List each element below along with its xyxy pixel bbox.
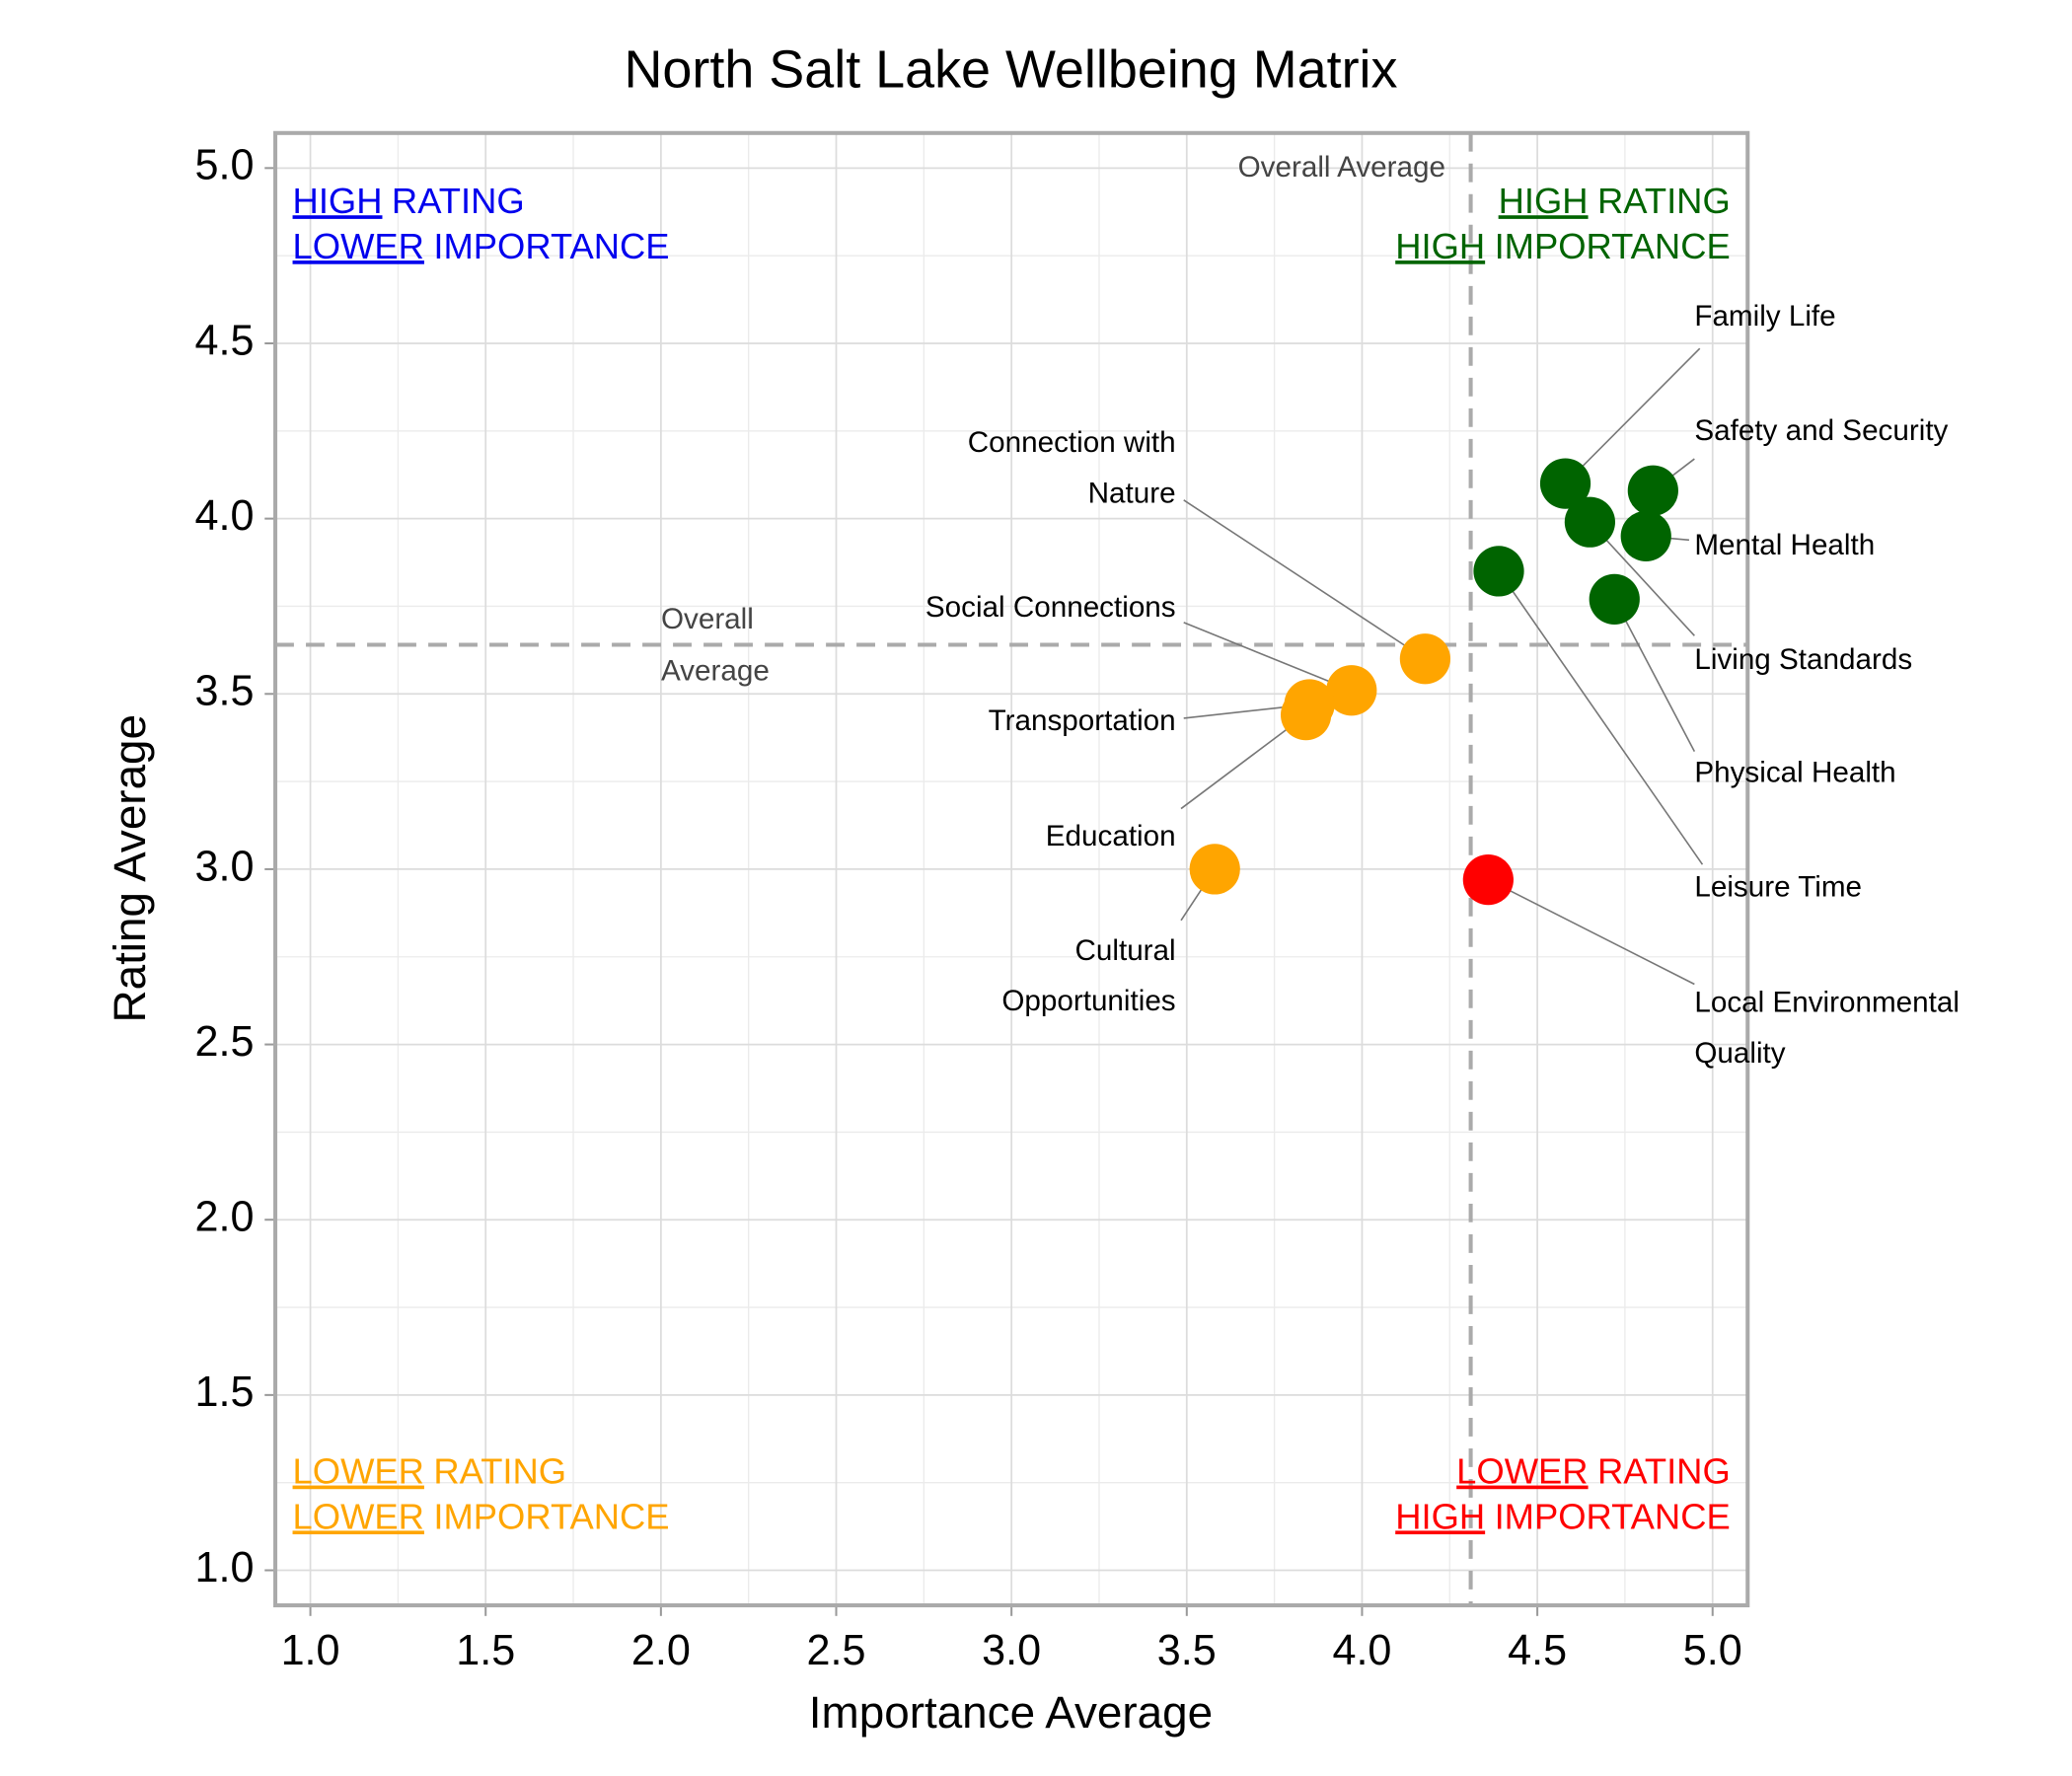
y-tick-label: 5.0 — [195, 142, 255, 189]
y-tick-label: 2.0 — [195, 1194, 255, 1241]
x-tick-label: 4.0 — [1332, 1627, 1391, 1674]
leader-line — [1613, 598, 1696, 752]
leader-line — [1180, 713, 1307, 810]
quadrant-key-word: LOWER — [293, 226, 424, 266]
x-tick-label: 4.5 — [1508, 1627, 1567, 1674]
y-tick-label: 4.0 — [195, 492, 255, 540]
chart-body: North Salt Lake Wellbeing Matrix Importa… — [105, 39, 1960, 1738]
y-tick-label: 3.0 — [195, 843, 255, 890]
y-tick-label: 1.5 — [195, 1369, 255, 1416]
leader-line — [1589, 521, 1695, 636]
point-label: Family Life — [1694, 300, 1835, 333]
point-label: Cultural — [1074, 934, 1175, 967]
point-label: Education — [1046, 820, 1176, 852]
y-tick-label: 4.5 — [195, 317, 255, 364]
quadrant-word: RATING — [1597, 1450, 1731, 1491]
point — [1539, 458, 1591, 509]
quadrant-key-word: HIGH — [1395, 226, 1485, 266]
x-tick-label: 1.0 — [281, 1627, 340, 1674]
average-label: Overall — [661, 603, 754, 635]
point — [1620, 510, 1671, 562]
quadrant-label: LOWER RATING — [1456, 1450, 1731, 1491]
leader-line — [1183, 499, 1426, 660]
y-tick-label: 2.5 — [195, 1018, 255, 1066]
quadrant-label: LOWER RATING — [293, 1450, 567, 1491]
quadrant-label: HIGH IMPORTANCE — [1395, 226, 1731, 266]
x-tick-label: 2.0 — [631, 1627, 691, 1674]
leader-line — [1183, 622, 1353, 692]
point — [1473, 546, 1524, 597]
point — [1399, 633, 1451, 685]
quadrant-label: HIGH IMPORTANCE — [1395, 1496, 1731, 1536]
leader-line — [1564, 347, 1701, 484]
point-label: Local Environmental — [1694, 987, 1960, 1019]
point-label: Transportation — [989, 704, 1176, 737]
quadrant-word: IMPORTANCE — [433, 226, 669, 266]
plot-frame — [273, 130, 1750, 1608]
chart-title: North Salt Lake Wellbeing Matrix — [624, 39, 1397, 99]
point-label: Leisure Time — [1694, 870, 1862, 903]
point-label: Quality — [1694, 1037, 1785, 1070]
point-label: Connection with — [968, 426, 1176, 459]
quadrant-word: IMPORTANCE — [1495, 226, 1731, 266]
average-label: Average — [661, 655, 770, 688]
point-label: Nature — [1088, 477, 1176, 509]
average-label: Overall Average — [1238, 151, 1445, 184]
point — [1627, 465, 1678, 516]
quadrant-key-word: HIGH — [1395, 1496, 1485, 1536]
quadrant-label: HIGH RATING — [1499, 181, 1731, 221]
leader-line — [1498, 570, 1704, 865]
y-axis-title: Rating Average — [105, 714, 155, 1023]
quadrant-key-word: LOWER — [293, 1450, 424, 1491]
point — [1326, 665, 1377, 716]
y-tick-label: 1.0 — [195, 1544, 255, 1591]
quadrant-label: HIGH RATING — [293, 181, 525, 221]
x-tick-label: 1.5 — [456, 1627, 515, 1674]
point — [1462, 853, 1514, 906]
x-tick-label: 3.5 — [1157, 1627, 1217, 1674]
point — [1280, 689, 1332, 741]
quadrant-key-word: LOWER — [1456, 1450, 1588, 1491]
quadrant-word: RATING — [1597, 181, 1731, 221]
point-label: Mental Health — [1694, 529, 1875, 561]
x-tick-label: 3.0 — [982, 1627, 1041, 1674]
quadrant-word: IMPORTANCE — [433, 1496, 669, 1536]
point-label: Safety and Security — [1694, 414, 1948, 447]
quadrant-word: IMPORTANCE — [1495, 1496, 1731, 1536]
point-label: Living Standards — [1694, 643, 1912, 676]
quadrant-key-word: HIGH — [1499, 181, 1589, 221]
x-tick-label: 2.5 — [807, 1627, 866, 1674]
leader-line — [1487, 878, 1695, 986]
quadrant-key-word: HIGH — [293, 181, 383, 221]
quadrant-word: RATING — [392, 181, 525, 221]
x-tick-label: 5.0 — [1683, 1627, 1742, 1674]
point-label: Physical Health — [1694, 756, 1895, 788]
point — [1589, 573, 1640, 625]
point-label: Social Connections — [925, 591, 1176, 624]
point — [1189, 844, 1240, 895]
y-tick-label: 3.5 — [195, 668, 255, 715]
quadrant-label: LOWER IMPORTANCE — [293, 1496, 670, 1536]
point-label: Opportunities — [1001, 985, 1175, 1017]
x-axis-title: Importance Average — [809, 1687, 1213, 1738]
quadrant-key-word: LOWER — [293, 1496, 424, 1536]
quadrant-label: LOWER IMPORTANCE — [293, 226, 670, 266]
point — [1564, 496, 1616, 548]
quadrant-word: RATING — [433, 1450, 566, 1491]
